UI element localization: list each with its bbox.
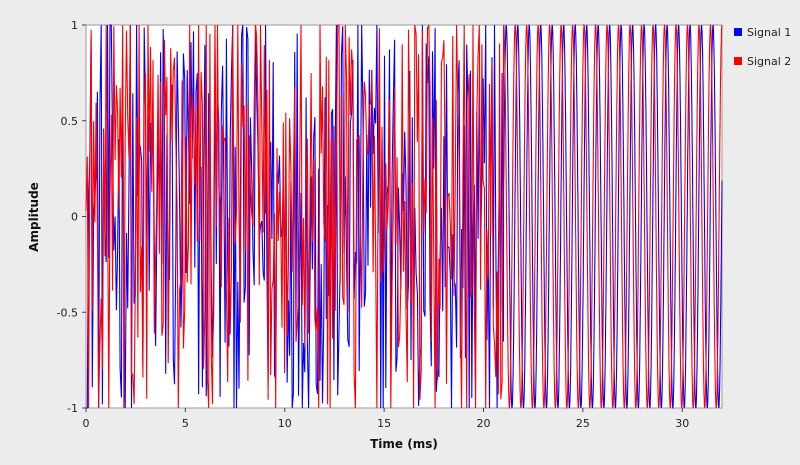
x-axis: 0 5 10 15 20 25 30: [83, 408, 689, 430]
x-tick-label: 10: [278, 417, 292, 430]
series-line-1: [86, 23, 723, 410]
x-tick-label: 30: [675, 417, 689, 430]
x-tick-label: 25: [576, 417, 590, 430]
y-tick-label: 0.5: [61, 115, 79, 128]
legend-swatch-2: [734, 57, 742, 65]
series-layer: [85, 23, 723, 410]
y-tick-label: -1: [67, 402, 78, 415]
y-tick-label: -0.5: [57, 306, 78, 319]
y-axis-label: Amplitude: [27, 182, 41, 252]
x-axis-label: Time (ms): [370, 437, 438, 451]
y-tick-label: 1: [71, 19, 78, 32]
y-axis: 1 0.5 0 -0.5 -1: [57, 19, 86, 415]
x-tick-label: 0: [83, 417, 90, 430]
x-tick-label: 15: [377, 417, 391, 430]
legend: Signal 1 Signal 2: [734, 26, 791, 68]
legend-swatch-1: [734, 28, 742, 36]
x-tick-label: 5: [182, 417, 189, 430]
legend-label-2: Signal 2: [747, 55, 791, 68]
legend-label-1: Signal 1: [747, 26, 791, 39]
y-tick-label: 0: [71, 211, 78, 224]
x-tick-label: 20: [477, 417, 491, 430]
series-line-2: [85, 23, 723, 410]
